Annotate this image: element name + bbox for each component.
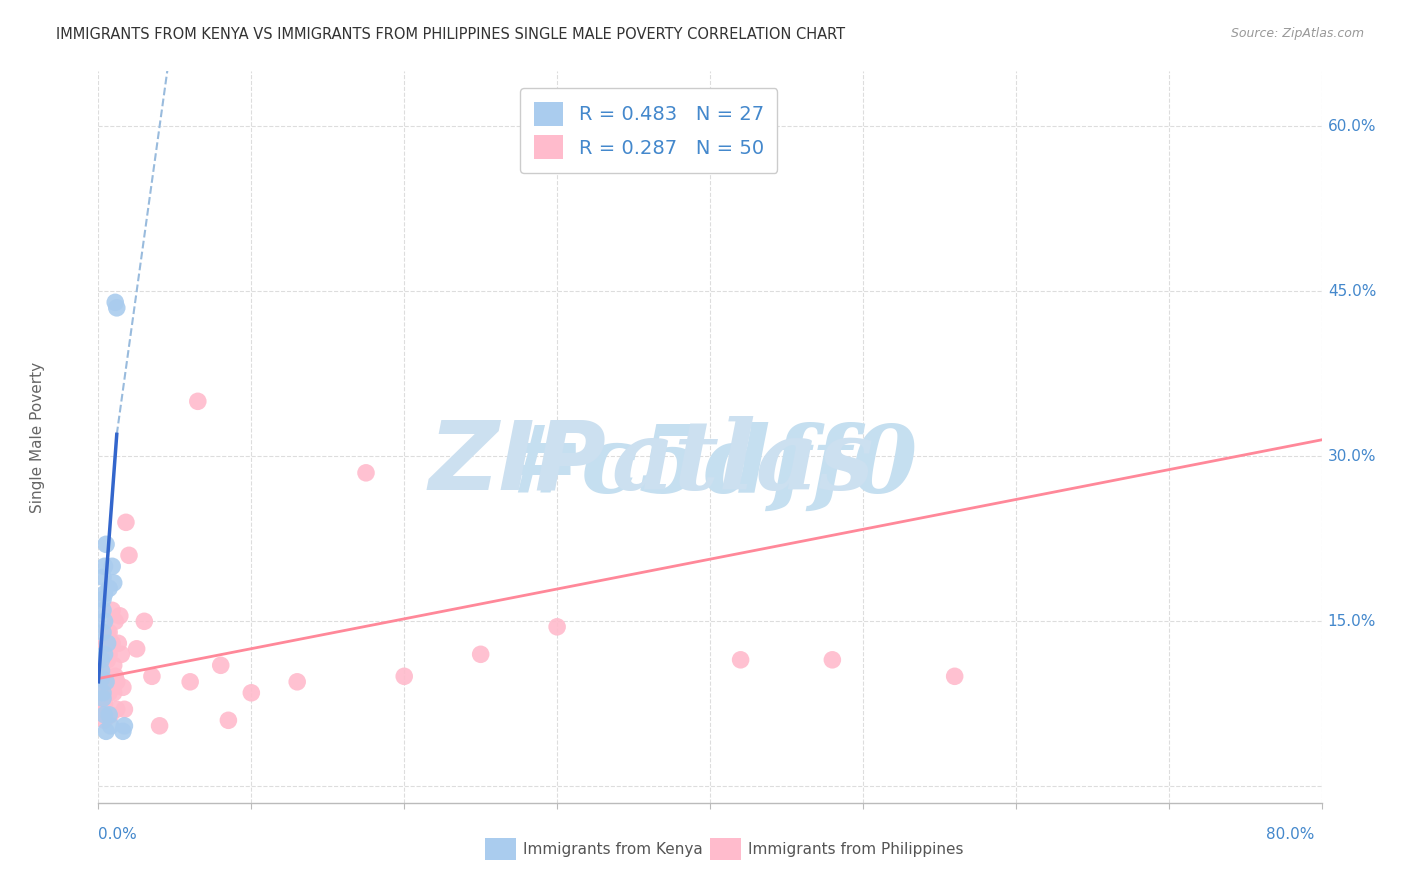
Point <box>93 587 115 601</box>
Point <box>97 625 120 640</box>
Point <box>112 719 135 733</box>
Point <box>91 570 114 584</box>
Text: 45.0%: 45.0% <box>1327 284 1376 299</box>
Point <box>90 658 112 673</box>
Point <box>943 669 966 683</box>
Point <box>93 697 115 711</box>
Point <box>111 724 134 739</box>
Text: Single Male Poverty: Single Male Poverty <box>30 361 45 513</box>
Text: Immigrants from Kenya: Immigrants from Kenya <box>523 842 703 856</box>
Point <box>134 615 156 629</box>
Point <box>105 674 128 689</box>
Point <box>101 603 124 617</box>
Point <box>91 705 114 719</box>
Point <box>104 615 127 629</box>
Point <box>93 648 115 662</box>
Text: 30.0%: 30.0% <box>1327 449 1376 464</box>
Legend: R = 0.483   N = 27, R = 0.287   N = 50: R = 0.483 N = 27, R = 0.287 N = 50 <box>520 88 778 173</box>
Text: IMMIGRANTS FROM KENYA VS IMMIGRANTS FROM PHILIPPINES SINGLE MALE POVERTY CORRELA: IMMIGRANTS FROM KENYA VS IMMIGRANTS FROM… <box>56 27 845 42</box>
Point <box>730 653 752 667</box>
Point <box>91 691 114 706</box>
Point <box>93 559 115 574</box>
Point <box>149 719 172 733</box>
Point <box>103 686 125 700</box>
Text: atlas: atlas <box>612 416 875 509</box>
Point <box>105 301 128 315</box>
Point <box>110 648 132 662</box>
Text: 0.0%: 0.0% <box>98 827 138 841</box>
Text: ZIP: ZIP <box>429 417 606 509</box>
Text: 15.0%: 15.0% <box>1327 614 1376 629</box>
Point <box>112 702 135 716</box>
Point <box>101 559 124 574</box>
Point <box>91 686 114 700</box>
Point <box>98 686 121 700</box>
Point <box>285 674 308 689</box>
Point <box>125 641 148 656</box>
Point <box>103 658 125 673</box>
Point <box>103 575 125 590</box>
Point <box>104 669 127 683</box>
Point <box>93 707 115 722</box>
Text: #c5dff0: #c5dff0 <box>502 421 918 511</box>
Point <box>105 702 128 716</box>
Point <box>187 394 209 409</box>
Point <box>240 686 263 700</box>
Point <box>217 714 239 728</box>
Point <box>392 669 416 683</box>
Point <box>108 608 131 623</box>
Point <box>97 653 120 667</box>
Point <box>470 648 492 662</box>
Point <box>354 466 377 480</box>
Point <box>100 719 122 733</box>
Point <box>546 620 568 634</box>
Point <box>98 648 121 662</box>
Point <box>90 653 112 667</box>
Text: Source: ZipAtlas.com: Source: ZipAtlas.com <box>1230 27 1364 40</box>
Point <box>94 724 117 739</box>
Point <box>94 537 117 551</box>
Text: 60.0%: 60.0% <box>1327 119 1376 134</box>
Point <box>107 636 129 650</box>
Point <box>91 625 114 640</box>
Point <box>94 636 117 650</box>
Point <box>93 653 115 667</box>
Point <box>118 549 141 563</box>
Point <box>91 691 114 706</box>
Point <box>100 681 122 695</box>
Point <box>93 681 115 695</box>
Point <box>821 653 844 667</box>
Point <box>115 516 138 530</box>
Point <box>90 672 112 686</box>
Point <box>111 681 134 695</box>
Point <box>100 707 122 722</box>
Point <box>97 636 120 650</box>
Point <box>93 714 115 728</box>
Point <box>104 295 127 310</box>
Point <box>90 664 112 678</box>
Point <box>90 686 112 700</box>
Point <box>98 582 121 596</box>
Text: Immigrants from Philippines: Immigrants from Philippines <box>748 842 963 856</box>
Point <box>91 603 114 617</box>
Point <box>93 615 115 629</box>
Point <box>98 707 121 722</box>
Point <box>179 674 201 689</box>
Point <box>94 674 117 689</box>
Point <box>94 669 117 683</box>
Point <box>91 592 114 607</box>
Point <box>91 674 114 689</box>
Point <box>98 625 121 640</box>
Point <box>141 669 163 683</box>
Point <box>101 636 124 650</box>
Text: 80.0%: 80.0% <box>1267 827 1315 841</box>
Point <box>209 658 232 673</box>
